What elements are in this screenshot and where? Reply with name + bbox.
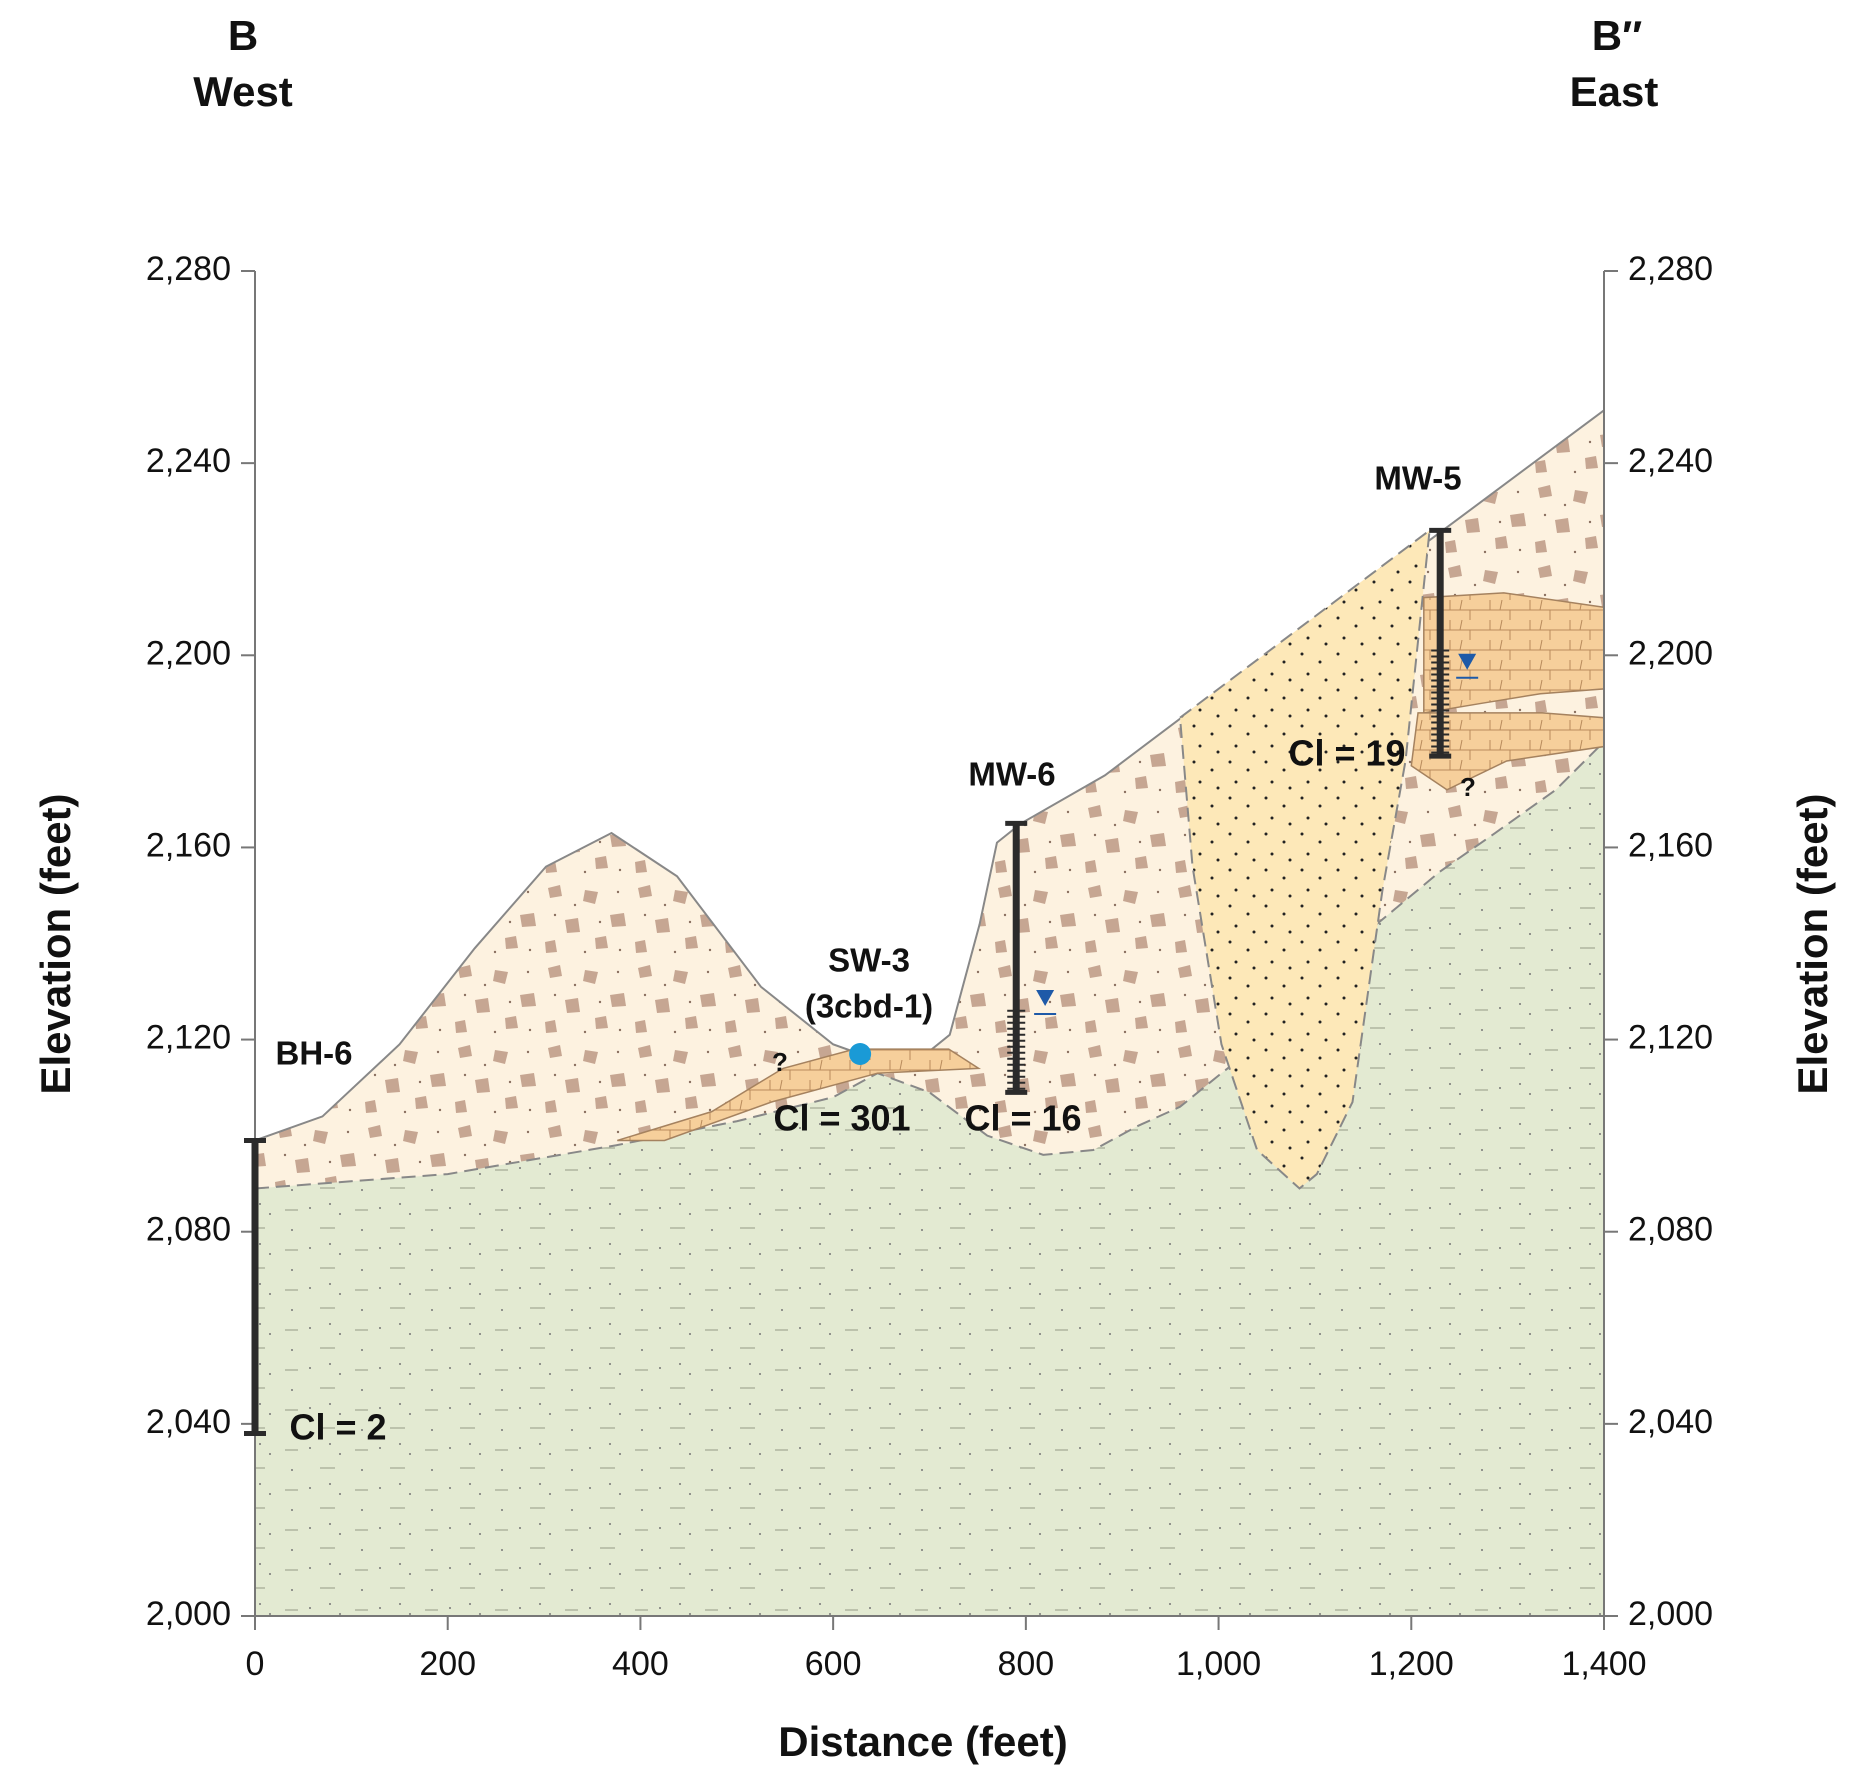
y-tick-label: 2,120 xyxy=(1628,1019,1713,1057)
contact xyxy=(1410,712,1605,791)
well-name: MW-6 xyxy=(968,756,1055,793)
y-tick-label: 2,240 xyxy=(1628,442,1713,480)
y-tick-label: 2,280 xyxy=(146,250,231,288)
y-tick-label: 2,200 xyxy=(1628,634,1713,672)
contact xyxy=(254,741,1605,1190)
x-tick-label: 800 xyxy=(997,1645,1054,1683)
geologic-unit xyxy=(255,741,1604,1616)
x-tick-label: 0 xyxy=(246,1645,265,1683)
geologic-unit xyxy=(1423,592,1604,713)
contact xyxy=(617,1048,982,1142)
x-tick-label: 200 xyxy=(419,1645,476,1683)
contact xyxy=(1178,528,1431,1190)
water-level xyxy=(1036,989,1055,1006)
y-tick-label: 2,240 xyxy=(146,442,231,480)
y-tick-label: 2,160 xyxy=(1628,826,1713,864)
chloride-label: Cl = 2 xyxy=(289,1407,386,1448)
uncertain-contact: ? xyxy=(772,1047,788,1077)
y-tick-label: 2,160 xyxy=(146,826,231,864)
chloride-label: Cl = 16 xyxy=(964,1098,1081,1139)
header: B′′ xyxy=(1592,12,1642,59)
y-axis-title: Elevation (feet) xyxy=(32,793,79,1094)
y-tick-label: 2,080 xyxy=(1628,1211,1713,1249)
x-tick-label: 1,200 xyxy=(1369,1645,1454,1683)
y-tick-label: 2,200 xyxy=(146,634,231,672)
y-axis-title: Elevation (feet) xyxy=(1789,793,1836,1094)
y-tick-label: 2,120 xyxy=(146,1019,231,1057)
x-tick-label: 400 xyxy=(612,1645,669,1683)
x-axis-title: Distance (feet) xyxy=(778,1718,1067,1765)
water-level xyxy=(1458,653,1477,670)
y-tick-label: 2,000 xyxy=(1628,1595,1713,1633)
point-name: SW-3 xyxy=(828,942,910,979)
chloride-label: Cl = 301 xyxy=(773,1098,910,1139)
well-name: MW-5 xyxy=(1374,460,1461,497)
point-name: (3cbd-1) xyxy=(805,988,933,1025)
chloride-label: Cl = 19 xyxy=(1288,733,1405,774)
x-tick-label: 600 xyxy=(805,1645,862,1683)
y-tick-label: 2,040 xyxy=(146,1403,231,1441)
header: West xyxy=(193,68,293,115)
well-screen xyxy=(1431,649,1450,754)
sample-point xyxy=(849,1042,872,1065)
x-tick-label: 1,400 xyxy=(1561,1645,1646,1683)
well-name: BH-6 xyxy=(275,1035,352,1072)
y-tick-label: 2,080 xyxy=(146,1211,231,1249)
header: East xyxy=(1570,68,1659,115)
header: B xyxy=(228,12,258,59)
geologic-unit xyxy=(1180,530,1430,1189)
y-tick-label: 2,040 xyxy=(1628,1403,1713,1441)
y-tick-label: 2,000 xyxy=(146,1595,231,1633)
well-screen xyxy=(1007,1009,1026,1090)
uncertain-contact: ? xyxy=(1460,772,1476,802)
geologic-unit xyxy=(1411,712,1604,790)
y-tick-label: 2,280 xyxy=(1628,250,1713,288)
x-tick-label: 1,000 xyxy=(1176,1645,1261,1683)
